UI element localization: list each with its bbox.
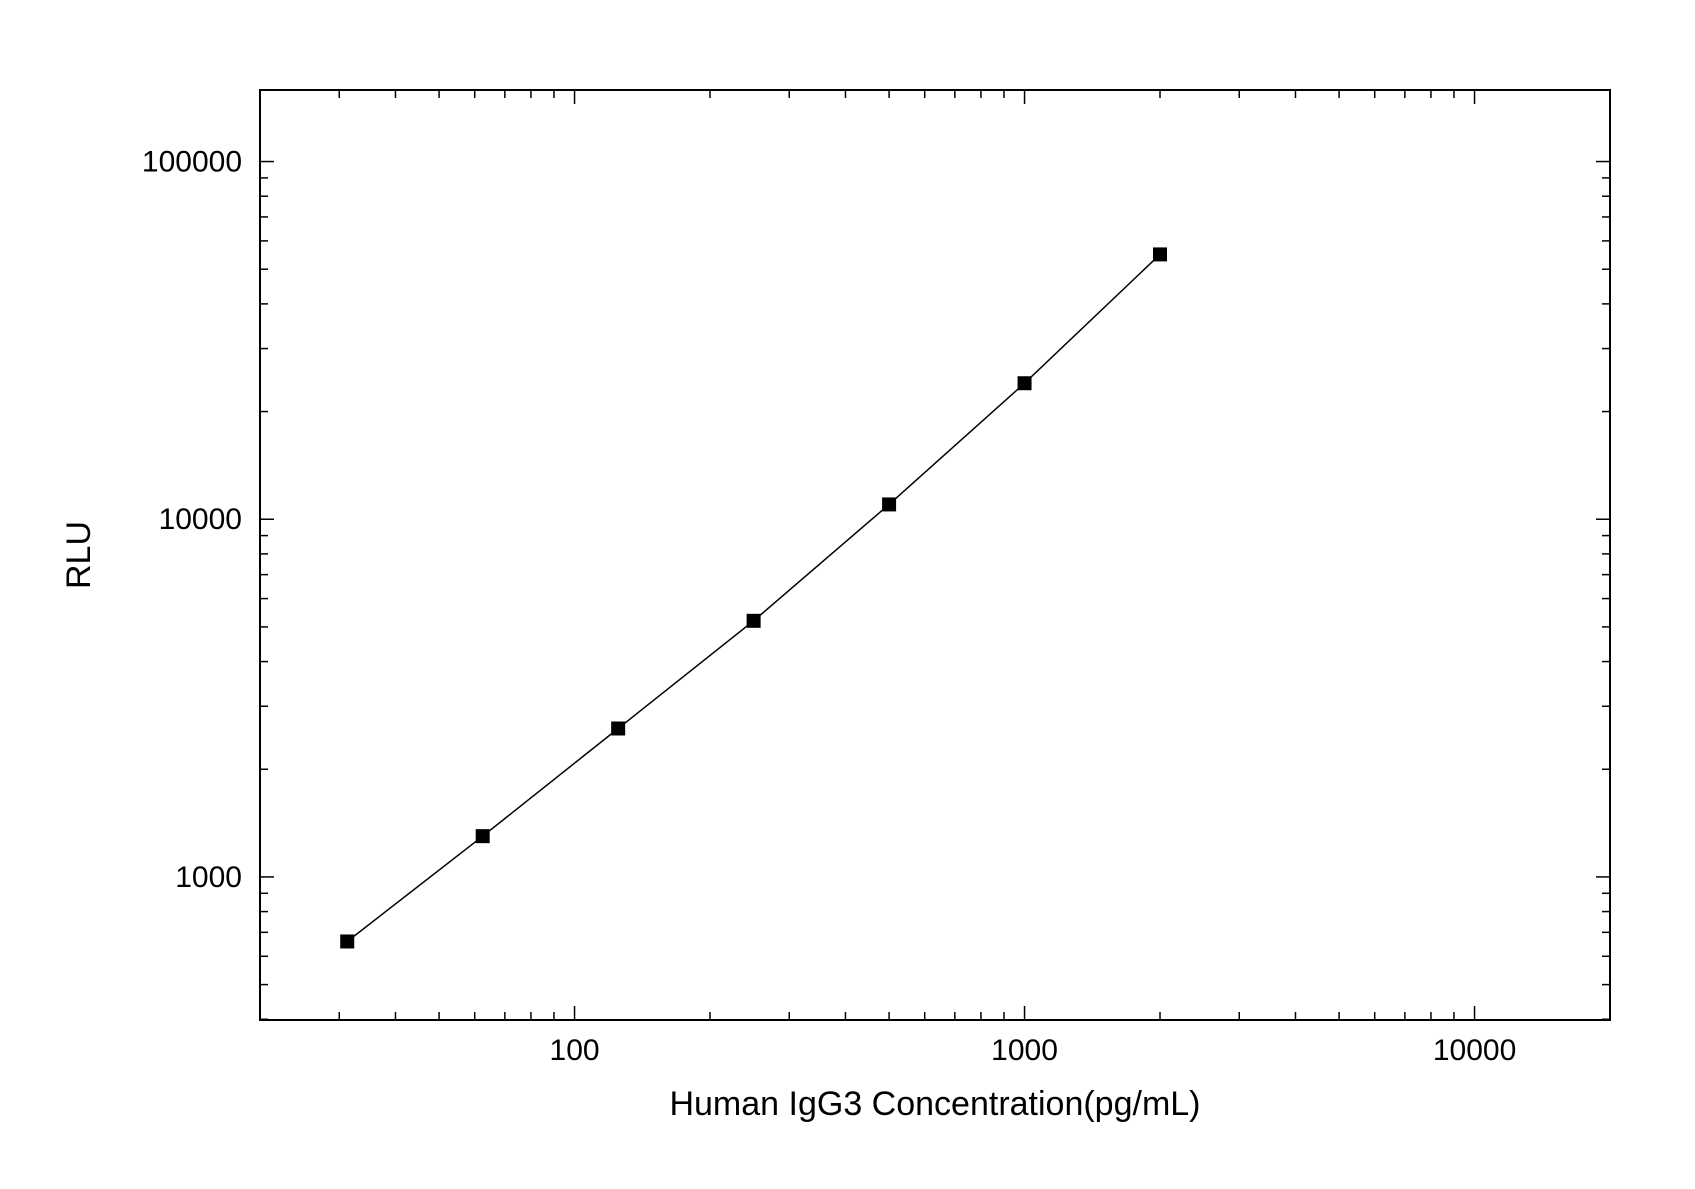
x-tick-label: 1000 <box>991 1034 1058 1067</box>
data-marker <box>747 614 761 628</box>
data-marker <box>1018 376 1032 390</box>
x-axis-label: Human IgG3 Concentration(pg/mL) <box>669 1085 1200 1123</box>
y-tick-label: 10000 <box>159 503 242 536</box>
standard-curve-chart: 100 1000 10000 1000 10000 100000 Human IgG3 Co… <box>0 0 1695 1189</box>
data-marker <box>340 934 354 948</box>
data-marker <box>476 829 490 843</box>
data-marker <box>611 721 625 735</box>
data-marker <box>882 497 896 511</box>
y-tick-label: 100000 <box>142 146 242 179</box>
x-tick-label: 100 <box>550 1034 600 1067</box>
data-marker <box>1153 247 1167 261</box>
chart-container: 100 1000 10000 1000 10000 100000 Human IgG3 Co… <box>0 0 1695 1189</box>
y-axis-label: RLU <box>60 521 98 589</box>
x-tick-label: 10000 <box>1433 1034 1516 1067</box>
y-tick-label: 1000 <box>175 861 242 894</box>
